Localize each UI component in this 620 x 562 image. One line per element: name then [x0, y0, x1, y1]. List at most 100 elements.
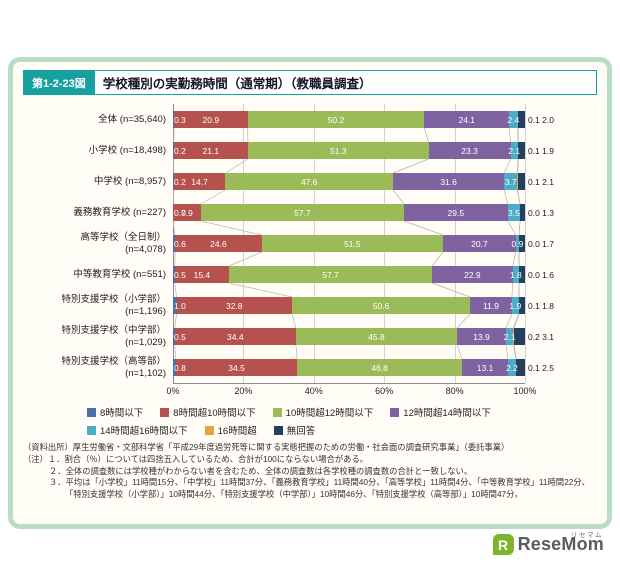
bar-segment: [176, 297, 292, 314]
legend-label: 14時間超16時間以下: [100, 426, 188, 437]
x-axis: 0% 20% 40% 60% 80% 100%: [166, 383, 536, 398]
bar-track: 0.5 15.4 57.7 22.9 1.8: [173, 266, 525, 283]
footnote-line: （注）１．割合（％）については四捨五入しているため、合計が100にならない場合が…: [23, 453, 369, 464]
bar-segment: [504, 173, 518, 190]
legend-item: 10時間超12時間以下: [272, 405, 373, 419]
footnotes: （資料出所）厚生労働省・文部科学省「平成29年度過労死等に関する実態把握のための…: [23, 442, 597, 501]
bar-segment: [470, 297, 512, 314]
segment-value-label: 50.6: [372, 300, 390, 311]
bar-segment: [519, 297, 526, 314]
segment-value-label: 13.9: [473, 331, 490, 342]
bar-segment: [428, 142, 511, 159]
bar-segment: [508, 359, 516, 376]
legend-item: 8時間以下: [87, 405, 143, 419]
legend-label: 8時間超10時間以下: [173, 408, 256, 419]
bar-segment: [247, 111, 425, 128]
legend-row: 14時間超16時間以下 16時間超 無回答: [87, 423, 597, 437]
segment-value-label: 31.6: [440, 176, 457, 187]
bar-segment: [513, 328, 515, 345]
bar-segment: [174, 111, 248, 128]
category-label: 全体 (n=35,640): [98, 113, 166, 125]
bar-row: 小学校 (n=18,498) 0.2 21.1 51.3 23.3 2.1 0.1 1.9: [23, 135, 597, 166]
bar-row: 中学校 (n=8,957) 0.2 14.7 47.6 31.6 3.7 0.1 2.1: [23, 166, 597, 197]
segment-value-label: 0.5: [174, 331, 186, 342]
segment-value-label: 21.1: [202, 145, 220, 156]
segment-value-label: 34.5: [228, 362, 245, 373]
segment-value-label: 7.9: [180, 207, 193, 218]
segment-value-label: 13.1: [476, 362, 494, 373]
segment-value-label: 47.6: [300, 176, 318, 187]
outside-value-labels: 0.0 1.7: [528, 238, 554, 249]
bar-segment: [225, 173, 393, 190]
segment-value-label: 32.8: [225, 300, 243, 311]
legend-label: 16時間超: [217, 426, 257, 437]
bar-segment: [173, 173, 226, 190]
bar-row: 特別支援学校（高等部） (n=1,102) 0.8 34.5 46.8 13.1 2.2 0…: [23, 352, 597, 383]
segment-value-label: 0.2: [174, 145, 186, 156]
chart-panel: 第1-2-23図 学校種別の実勤務時間（通常期）（教職員調査） 全体 (n=35…: [8, 57, 612, 529]
segment-value-label: 14.7: [191, 176, 208, 187]
figure-title: 学校種別の実勤務時間（通常期）（教職員調査）: [94, 70, 597, 95]
category-label: 小学校 (n=18,498): [88, 144, 166, 156]
resemom-logo: リセマム R ReseMom: [492, 532, 604, 555]
legend-item: 12時間超14時間以下: [390, 405, 491, 419]
bar-segment: [173, 297, 177, 314]
outside-value-labels: 0.1 1.8: [528, 300, 554, 311]
bar-segment: [173, 142, 248, 159]
resemom-icon: R: [492, 534, 514, 555]
bar-segment: [516, 359, 525, 376]
bar-segment: [519, 266, 525, 283]
bar-segment: [507, 204, 521, 221]
category-label: 中学校 (n=8,957): [93, 175, 166, 187]
outside-value-labels: 0.1 2.1: [528, 176, 554, 187]
category-label: 中等教育学校 (n=551): [73, 268, 166, 280]
legend-swatch: [272, 407, 282, 417]
figure-header: 第1-2-23図 学校種別の実勤務時間（通常期）（教職員調査）: [23, 70, 597, 95]
resemom-kana-label: リセマム: [571, 532, 603, 539]
legend-swatch: [160, 407, 170, 417]
figure-number-label: 第1-2-23図: [23, 70, 95, 95]
category-label: 義務教育学校 (n=227): [73, 206, 166, 218]
legend-swatch: [204, 425, 214, 435]
segment-value-label: 0.6: [174, 238, 186, 249]
bar-segment: [520, 204, 525, 221]
legend-label: 8時間以下: [100, 408, 144, 419]
bar-track: 0.2 21.1 51.3 23.3 2.1: [173, 142, 525, 159]
segment-value-label: 24.1: [458, 114, 476, 125]
segment-value-label: 0.9: [511, 238, 524, 249]
segment-value-label: 1.8: [509, 269, 522, 280]
legend-item: 14時間超16時間以下: [87, 423, 188, 437]
segment-value-label: 29.5: [447, 207, 465, 218]
segment-value-label: 15.4: [193, 269, 211, 280]
bar-track: 1.0 32.8 50.6 11.9 1.9: [173, 297, 526, 314]
bar-segment: [403, 204, 508, 221]
category-label: 特別支援学校（中学部） (n=1,029): [61, 325, 166, 348]
bar-segment: [519, 235, 525, 252]
segment-value-label: 0.2: [174, 176, 186, 187]
bar-segment: [518, 142, 525, 159]
axis-tick-label: 40%: [304, 386, 323, 396]
bar-segment: [173, 235, 176, 252]
bar-segment: [461, 359, 509, 376]
bar-segment: [175, 359, 298, 376]
segment-value-label: 0.0: [174, 207, 186, 218]
bar-segment: [174, 328, 296, 345]
chart-legend: 8時間以下 8時間超10時間以下 10時間超12時間以下 12時間超14時間以下 14時…: [87, 405, 597, 437]
segment-value-label: 3.7: [504, 176, 517, 187]
segment-value-label: 46.8: [371, 362, 388, 373]
axis-tick-label: 0%: [166, 386, 180, 396]
bar-segment: [512, 266, 519, 283]
bar-segment: [228, 266, 433, 283]
bar-segment: [295, 328, 458, 345]
bar-segment: [517, 111, 525, 128]
bar-row: 特別支援学校（中学部） (n=1,029) 0.5 34.4 45.8 13.9 2.1 0…: [23, 321, 597, 352]
bar-segment: [173, 204, 201, 221]
bar-track: 0.3 20.9 50.2 24.1 2.4: [173, 111, 525, 128]
legend-label: 12時間超14時間以下: [403, 408, 491, 419]
segment-value-label: 2.1: [503, 331, 516, 342]
bar-segment: [393, 173, 505, 190]
segment-value-label: 1.0: [174, 300, 186, 311]
segment-value-label: 11.9: [483, 300, 499, 311]
segment-value-label: 51.5: [344, 238, 361, 249]
segment-value-label: 57.7: [322, 269, 339, 280]
